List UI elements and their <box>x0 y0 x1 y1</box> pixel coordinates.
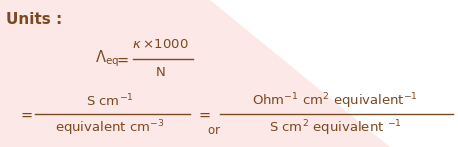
Text: $=$: $=$ <box>196 106 212 122</box>
Text: $\mathrm{or}$: $\mathrm{or}$ <box>207 123 221 137</box>
Text: $=$: $=$ <box>114 51 130 66</box>
Text: $\kappa\times\!1000$: $\kappa\times\!1000$ <box>131 39 188 51</box>
Text: $=$: $=$ <box>18 106 33 122</box>
Polygon shape <box>210 0 458 147</box>
Text: $\mathrm{Ohm^{-1}\ cm^{2}\ equivalent^{-1}}$: $\mathrm{Ohm^{-1}\ cm^{2}\ equivalent^{-… <box>252 91 418 111</box>
Text: $\mathrm{S\ cm^{2}\ equivalent\ ^{-1}}$: $\mathrm{S\ cm^{2}\ equivalent\ ^{-1}}$ <box>268 118 401 138</box>
Text: $\mathrm{S\ cm^{-1}}$: $\mathrm{S\ cm^{-1}}$ <box>86 93 134 109</box>
Text: $\mathrm{N}$: $\mathrm{N}$ <box>155 66 165 80</box>
Text: $\mathrm{equivalent\ cm^{-3}}$: $\mathrm{equivalent\ cm^{-3}}$ <box>55 118 165 138</box>
Text: $\Lambda_{\mathrm{eq}}$: $\Lambda_{\mathrm{eq}}$ <box>95 49 119 69</box>
Text: Units :: Units : <box>6 12 62 27</box>
